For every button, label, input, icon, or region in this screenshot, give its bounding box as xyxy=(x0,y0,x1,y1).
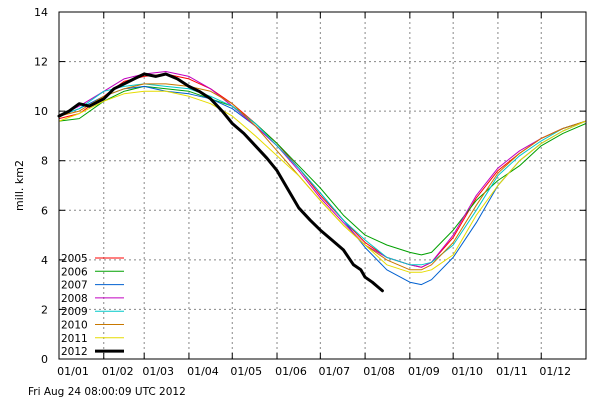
grid xyxy=(59,12,586,359)
legend-label-2010: 2010 xyxy=(61,320,88,332)
y-tick-label: 12 xyxy=(34,56,48,69)
x-tick-label: 01/06 xyxy=(275,365,307,378)
legend-label-2006: 2006 xyxy=(61,266,88,278)
legend-label-2008: 2008 xyxy=(61,293,88,305)
legend-label-2012: 2012 xyxy=(61,346,88,358)
y-tick-label: 10 xyxy=(34,105,48,118)
x-tick-label: 01/10 xyxy=(451,365,483,378)
x-tick-label: 01/05 xyxy=(230,365,262,378)
y-tick-label: 6 xyxy=(41,204,48,217)
x-tick-label: 01/09 xyxy=(408,365,440,378)
series-line-2011 xyxy=(58,90,587,273)
x-tick-label: 01/07 xyxy=(318,365,350,378)
x-tick-label: 01/03 xyxy=(142,365,174,378)
x-tick-label: 01/08 xyxy=(363,365,395,378)
y-tick-label: 4 xyxy=(41,254,48,267)
series-group xyxy=(57,71,587,293)
y-tick-label: 2 xyxy=(41,303,48,316)
plot-frame xyxy=(58,11,587,360)
legend-label-2005: 2005 xyxy=(61,253,88,265)
series-line-2010 xyxy=(58,83,587,271)
series-line-2012 xyxy=(57,72,384,293)
axis-ticks xyxy=(58,11,586,360)
x-tick-label: 01/01 xyxy=(57,365,89,378)
x-tick-label: 01/11 xyxy=(496,365,528,378)
x-tick-label: 01/04 xyxy=(187,365,219,378)
x-tick-label: 01/02 xyxy=(102,365,134,378)
series-line-2007 xyxy=(58,85,587,286)
series-line-2005 xyxy=(58,73,587,268)
legend-label-2007: 2007 xyxy=(61,280,88,292)
axis-labels: 0 2 4 6 8 10 12 14 01/01 01/02 01/03 01/04 01/05 01/0… xyxy=(34,6,571,378)
x-tick-label: 01/12 xyxy=(539,365,571,378)
y-tick-label: 8 xyxy=(41,155,48,168)
series-line-2006 xyxy=(58,85,587,256)
legend-label-2011: 2011 xyxy=(61,333,88,345)
series-line-2008 xyxy=(58,71,587,268)
footer-timestamp: Fri Aug 24 08:00:09 UTC 2012 xyxy=(28,386,186,398)
y-axis-label: mill. km2 xyxy=(13,160,26,211)
y-tick-label: 14 xyxy=(34,6,48,19)
y-tick-label: 0 xyxy=(41,353,48,366)
legend-label-2009: 2009 xyxy=(61,306,88,318)
